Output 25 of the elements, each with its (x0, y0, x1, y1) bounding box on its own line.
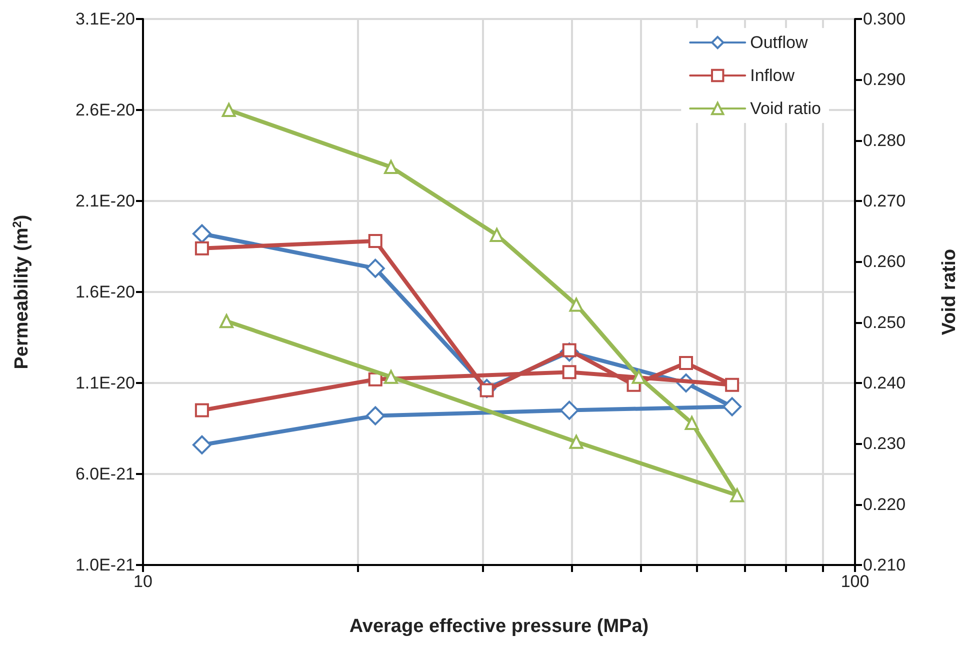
y2-tick-label: 0.230 (863, 434, 906, 454)
y2-tick-label: 0.270 (863, 192, 906, 210)
y2-tick-label: 0.260 (863, 252, 906, 272)
y-tick-label: 6.0E-21 (75, 464, 135, 484)
y-tick-label: 1.6E-20 (75, 282, 135, 302)
x-axis-title: Average effective pressure (MPa) (349, 616, 649, 637)
y-tick-label: 2.1E-20 (75, 192, 135, 210)
x-tick-label: 100 (840, 572, 870, 591)
y-tick-label: 1.0E-21 (75, 556, 135, 574)
y2-tick-label: 0.240 (863, 374, 906, 392)
y-tick-label: 2.6E-20 (75, 100, 135, 120)
x-tick-label: 10 (134, 572, 152, 591)
y2-tick-label: 0.220 (863, 494, 906, 514)
y-tick-label: 1.1E-20 (75, 374, 135, 392)
y-axis-title: Permeability (m2) (10, 214, 32, 370)
y2-axis-title: Void ratio (939, 248, 960, 336)
y2-tick-label: 0.210 (863, 556, 906, 574)
legend-label: Void ratio (750, 99, 822, 118)
y2-tick-label: 0.300 (863, 10, 906, 28)
y2-tick-label: 0.280 (863, 130, 906, 150)
legend-label: Inflow (750, 66, 796, 85)
y-tick-label: 3.1E-20 (75, 10, 135, 28)
legend-label: Outflow (750, 33, 808, 52)
y2-tick-label: 0.250 (863, 312, 906, 332)
y2-tick-label: 0.290 (863, 70, 906, 90)
